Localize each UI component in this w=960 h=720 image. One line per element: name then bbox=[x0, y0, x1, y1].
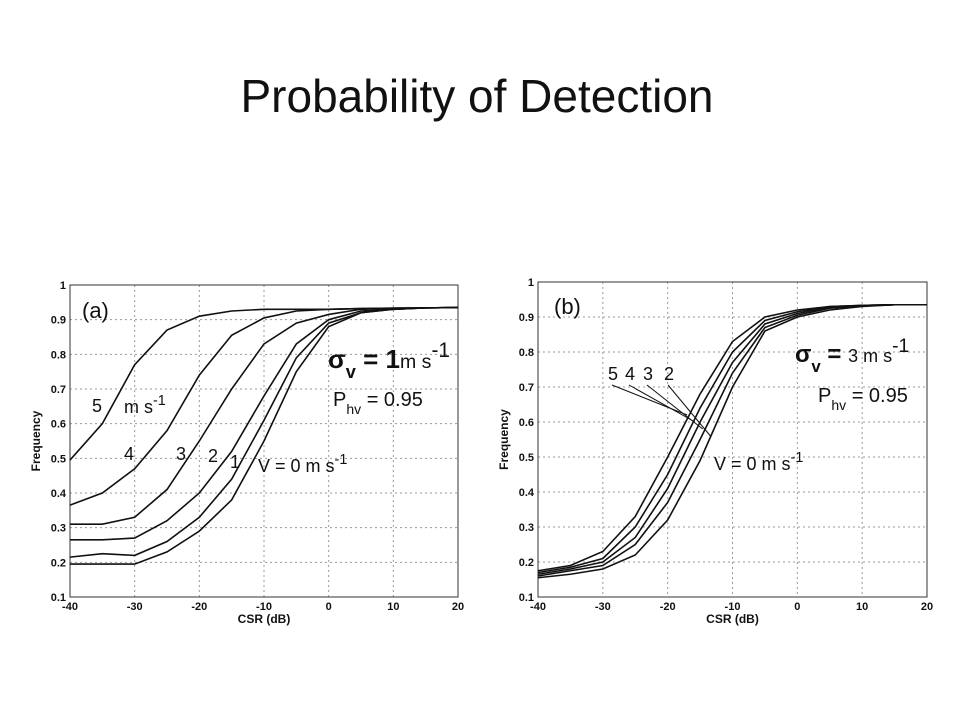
x-tick-label: -10 bbox=[725, 601, 741, 613]
y-tick-label: 0.8 bbox=[519, 347, 534, 359]
y-tick-label: 0.7 bbox=[51, 384, 66, 396]
series-label: 3 bbox=[643, 364, 653, 384]
series-label: 2 bbox=[664, 364, 674, 384]
y-tick-label: 1 bbox=[60, 280, 66, 292]
plot-frame bbox=[69, 284, 459, 598]
data-line bbox=[537, 303, 927, 579]
x-tick-label: 0 bbox=[794, 601, 800, 613]
y-tick-label: 0.6 bbox=[519, 417, 534, 429]
y-tick-label: 0.1 bbox=[51, 592, 66, 604]
y-tick-label: 0.4 bbox=[519, 487, 535, 499]
x-axis-label: CSR (dB) bbox=[238, 612, 291, 626]
y-tick-label: 0.5 bbox=[51, 453, 66, 465]
annotation: V = 0 m s-1 bbox=[714, 450, 803, 474]
y-tick-label: 0.4 bbox=[51, 488, 67, 500]
y-axis-label: Frequency bbox=[29, 410, 43, 471]
annotation: Phv = 0.95 bbox=[333, 389, 423, 417]
annotation-part: v bbox=[811, 357, 821, 376]
annotation: σv = 1m s-1 bbox=[328, 339, 450, 383]
annotation-part: -1 bbox=[791, 450, 804, 466]
series-label: 4 bbox=[124, 444, 134, 464]
annotation: m s-1 bbox=[124, 393, 166, 417]
x-axis-label: CSR (dB) bbox=[706, 612, 759, 626]
y-tick-label: 0.6 bbox=[51, 419, 66, 431]
annotation-part: σ bbox=[328, 344, 346, 374]
y-tick-label: 0.9 bbox=[519, 312, 534, 324]
series-label: 1 bbox=[230, 452, 240, 472]
x-tick-label: -20 bbox=[191, 601, 207, 613]
annotation-part: -1 bbox=[431, 339, 450, 362]
annotation: Phv = 0.95 bbox=[818, 385, 908, 413]
annotation-part: V = 0 m s bbox=[258, 456, 335, 476]
leader-line bbox=[611, 384, 688, 416]
series-label: 5 bbox=[608, 364, 618, 384]
annotation-part: V = 0 m s bbox=[714, 454, 791, 474]
data-line bbox=[70, 306, 459, 565]
annotation-part: 3 m s bbox=[848, 346, 892, 366]
annotation-part: m s bbox=[124, 397, 153, 417]
series-label: 2 bbox=[208, 446, 218, 466]
annotation-part: -1 bbox=[892, 336, 909, 357]
annotation-part: -1 bbox=[153, 393, 166, 409]
annotation-part: = 1 bbox=[356, 344, 400, 374]
x-tick-label: -30 bbox=[595, 601, 611, 613]
x-tick-label: 10 bbox=[856, 601, 868, 613]
annotation: (b) bbox=[554, 294, 581, 319]
y-tick-label: 0.2 bbox=[519, 557, 534, 569]
x-tick-label: 20 bbox=[921, 601, 933, 613]
annotation-part: P bbox=[333, 389, 346, 411]
x-tick-label: -40 bbox=[62, 601, 78, 613]
annotation-part: P bbox=[818, 385, 831, 407]
annotation-part: hv bbox=[831, 397, 846, 413]
annotation-part: -1 bbox=[335, 452, 348, 468]
slide-title: Probability of Detection bbox=[240, 70, 713, 122]
annotation-part: v bbox=[346, 362, 357, 382]
annotation-part: hv bbox=[346, 401, 361, 417]
y-tick-label: 0.3 bbox=[51, 523, 66, 535]
y-tick-label: 0.9 bbox=[51, 315, 66, 327]
y-tick-label: 0.3 bbox=[519, 522, 534, 534]
y-tick-label: 0.1 bbox=[519, 592, 534, 604]
leader-line bbox=[646, 384, 703, 430]
annotation-part: σ bbox=[795, 341, 811, 368]
y-tick-label: 0.8 bbox=[51, 349, 66, 361]
annotation-part: (b) bbox=[554, 294, 581, 319]
x-tick-label: 20 bbox=[452, 601, 464, 613]
y-tick-label: 0.5 bbox=[519, 452, 534, 464]
annotation: V = 0 m s-1 bbox=[258, 452, 347, 476]
x-tick-label: 10 bbox=[387, 601, 399, 613]
y-tick-label: 1 bbox=[528, 277, 534, 289]
y-tick-label: 0.7 bbox=[519, 382, 534, 394]
series-label: 3 bbox=[176, 444, 186, 464]
x-tick-label: -30 bbox=[127, 601, 143, 613]
series-label: 5 bbox=[92, 396, 102, 416]
plot-frame bbox=[537, 281, 928, 598]
annotation-part: m s bbox=[400, 351, 432, 373]
annotation-part: = bbox=[821, 341, 848, 368]
annotation-part: = 0.95 bbox=[361, 389, 423, 411]
annotation: (a) bbox=[82, 298, 109, 323]
series-label: 4 bbox=[625, 364, 635, 384]
x-tick-label: -40 bbox=[530, 601, 546, 613]
x-tick-label: 0 bbox=[326, 601, 332, 613]
leader-line bbox=[667, 384, 711, 437]
y-axis-label: Frequency bbox=[497, 409, 511, 470]
annotation-part: = 0.95 bbox=[846, 385, 908, 407]
annotation-part: (a) bbox=[82, 298, 109, 323]
x-tick-label: -20 bbox=[660, 601, 676, 613]
annotation: σv = 3 m s-1 bbox=[795, 336, 909, 376]
data-line bbox=[70, 306, 459, 525]
y-tick-label: 0.2 bbox=[51, 557, 66, 569]
x-tick-label: -10 bbox=[256, 601, 272, 613]
leader-line bbox=[628, 384, 696, 423]
